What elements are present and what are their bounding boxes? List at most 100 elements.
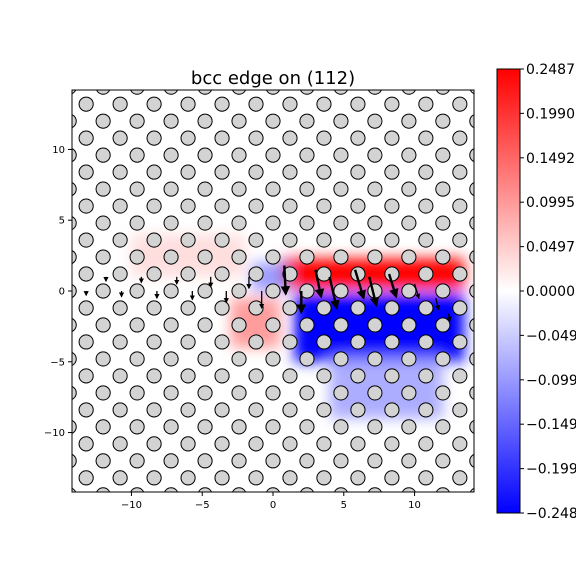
atom-13	[78, 470, 94, 486]
atom-96	[350, 368, 366, 384]
atom-253	[163, 147, 179, 163]
y-tick-label-2: 0	[59, 287, 65, 298]
x-tick-label-1: −5	[195, 500, 210, 511]
atom-45	[316, 436, 332, 452]
colorbar-tick-label-9: −0.1990	[526, 462, 576, 478]
atom-298	[418, 96, 434, 112]
atom-208	[333, 215, 349, 231]
atom-224	[452, 198, 468, 214]
atom-172	[384, 266, 400, 282]
atom-243	[248, 164, 264, 180]
atom-125	[72, 317, 77, 332]
atom-202	[129, 215, 145, 231]
atom-240	[146, 164, 162, 180]
atom-20	[316, 470, 332, 486]
atom-133	[333, 317, 349, 333]
atom-4	[198, 487, 213, 492]
atom-84	[367, 385, 383, 401]
atom-197	[384, 232, 400, 248]
atom-279	[197, 113, 213, 129]
displacement-arrow-19	[435, 297, 441, 311]
atom-272	[384, 130, 400, 146]
colorbar-tick-label-1: 0.1990	[526, 106, 575, 122]
atom-293	[248, 96, 264, 112]
atom-155	[231, 283, 247, 299]
atom-234	[367, 181, 383, 197]
atom-60	[401, 419, 417, 435]
atom-42	[214, 436, 230, 452]
atom-115	[146, 334, 162, 350]
atom-17	[214, 470, 230, 486]
atom-103	[163, 351, 179, 367]
atom-1	[96, 487, 111, 492]
atom-16	[180, 470, 196, 486]
atom-70	[316, 402, 332, 418]
atom-74	[452, 402, 468, 418]
atom-23	[418, 470, 434, 486]
atom-73	[418, 402, 434, 418]
atom-291	[180, 96, 196, 112]
atom-199	[452, 232, 468, 248]
atom-226	[95, 181, 111, 197]
atom-227	[129, 181, 145, 197]
atom-29	[197, 453, 213, 469]
atom-38	[78, 436, 94, 452]
atom-106	[265, 351, 281, 367]
atom-78	[163, 385, 179, 401]
atom-277	[129, 113, 145, 129]
atom-273	[418, 130, 434, 146]
atom-207	[299, 215, 315, 231]
atom-107	[299, 351, 315, 367]
atom-83	[333, 385, 349, 401]
atom-259	[367, 147, 383, 163]
atom-312	[469, 90, 474, 95]
atom-67	[214, 402, 230, 418]
atom-150	[72, 283, 77, 299]
atom-34	[367, 453, 383, 469]
chart-title: bcc edge on (112)	[191, 68, 355, 89]
atom-43	[248, 436, 264, 452]
atom-179	[197, 249, 213, 265]
atom-117	[214, 334, 230, 350]
atom-121	[350, 334, 366, 350]
atom-126	[95, 317, 111, 333]
atom-211	[435, 215, 451, 231]
atom-187	[469, 250, 474, 265]
atom-174	[452, 266, 468, 282]
atom-124	[452, 334, 468, 350]
y-tick-label-0: −10	[44, 428, 65, 439]
displacement-arrow-3	[353, 269, 366, 300]
atom-108	[333, 351, 349, 367]
atom-247	[384, 164, 400, 180]
atom-195	[316, 232, 332, 248]
atom-134	[367, 317, 383, 333]
atom-152	[129, 283, 145, 299]
atom-262	[469, 148, 474, 163]
atom-142	[214, 300, 230, 316]
atom-229	[197, 181, 213, 197]
atom-267	[214, 130, 230, 146]
atom-181	[265, 249, 281, 265]
atom-282	[299, 113, 315, 129]
atom-19	[282, 470, 298, 486]
atom-110	[401, 351, 417, 367]
atom-237	[469, 182, 474, 197]
atom-214	[112, 198, 128, 214]
atom-51	[95, 419, 111, 435]
y-axis: −10 −5 0 5 10	[44, 145, 72, 439]
atom-166	[180, 266, 196, 282]
atom-136	[435, 317, 451, 333]
atom-26	[95, 453, 111, 469]
colorbar-tick-label-7: −0.0995	[526, 373, 576, 389]
atom-18	[248, 470, 264, 486]
atom-231	[265, 181, 281, 197]
atom-223	[418, 198, 434, 214]
atom-303	[164, 90, 179, 95]
displacement-arrow-2	[328, 276, 340, 310]
atom-210	[401, 215, 417, 231]
atom-130	[231, 317, 247, 333]
atom-141	[180, 300, 196, 316]
atom-71	[350, 402, 366, 418]
atom-144	[282, 300, 298, 316]
x-tick-label-0: −10	[121, 500, 142, 511]
